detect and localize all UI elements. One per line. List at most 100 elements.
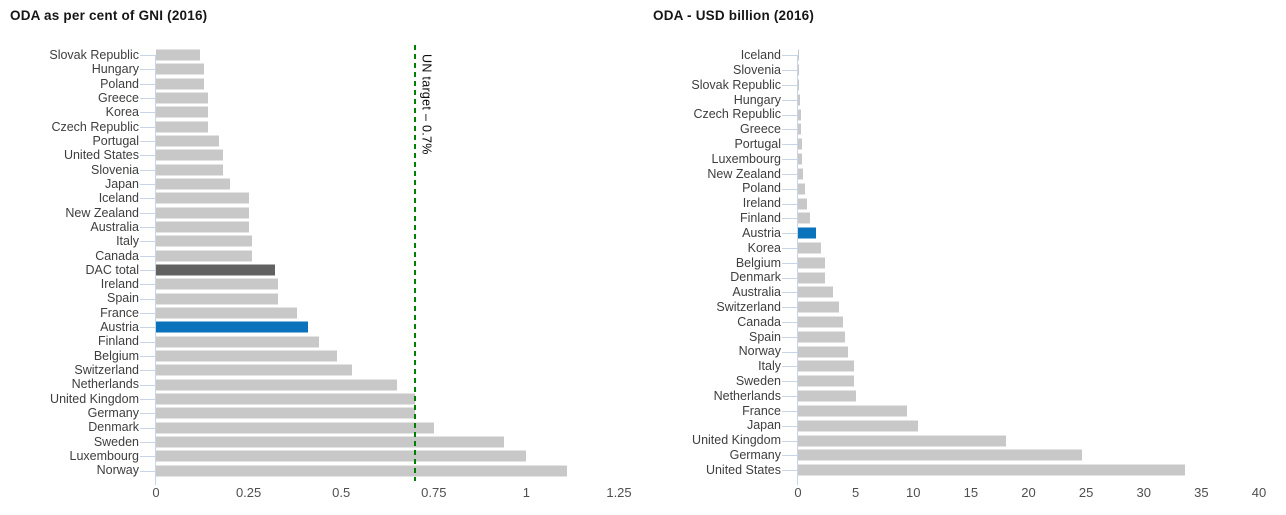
bar-denmark[interactable] <box>798 272 826 284</box>
category-tick <box>140 91 156 113</box>
bar-track <box>798 344 1259 359</box>
bar-iceland[interactable] <box>798 49 799 61</box>
chart-row: Luxembourg <box>643 152 1286 174</box>
bar-track <box>798 226 1259 241</box>
bar-denmark[interactable] <box>156 422 434 434</box>
bar-luxembourg[interactable] <box>156 450 527 462</box>
bar-finland[interactable] <box>156 336 319 348</box>
category-label: Netherlands <box>713 388 781 403</box>
bar-slovak-republic[interactable] <box>798 79 800 91</box>
bar-japan[interactable] <box>156 178 231 190</box>
bar-luxembourg[interactable] <box>798 153 803 165</box>
bar-korea[interactable] <box>798 242 821 254</box>
category-tick <box>782 463 798 485</box>
bar-italy[interactable] <box>156 235 253 247</box>
bar-slovak-republic[interactable] <box>156 49 201 61</box>
bar-canada[interactable] <box>156 250 253 262</box>
chart-row: Slovak Republic <box>0 48 643 70</box>
bar-norway[interactable] <box>798 346 849 358</box>
category-tick <box>140 464 156 486</box>
bar-ireland[interactable] <box>798 198 808 210</box>
chart-row: New Zealand <box>643 167 1286 189</box>
bar-portugal[interactable] <box>798 138 802 150</box>
bar-france[interactable] <box>798 405 908 417</box>
bar-portugal[interactable] <box>156 135 219 147</box>
bar-austria[interactable] <box>156 321 308 333</box>
bar-spain[interactable] <box>156 293 279 305</box>
category-label: United States <box>705 462 781 477</box>
bar-italy[interactable] <box>798 360 854 372</box>
bar-australia[interactable] <box>156 221 249 233</box>
bar-track <box>798 78 1259 93</box>
bar-netherlands[interactable] <box>156 379 397 391</box>
category-label: Austria <box>100 320 139 335</box>
chart-row: Czech Republic <box>0 120 643 142</box>
bar-france[interactable] <box>156 307 297 319</box>
category-label: Korea <box>105 105 139 120</box>
bar-netherlands[interactable] <box>798 390 856 402</box>
bar-slovenia[interactable] <box>156 164 223 176</box>
bar-germany[interactable] <box>798 449 1082 461</box>
category-label: Netherlands <box>71 377 139 392</box>
bar-greece[interactable] <box>156 92 208 104</box>
category-tick <box>782 137 798 159</box>
chart-row: Slovenia <box>0 163 643 185</box>
bar-czech-republic[interactable] <box>156 121 208 133</box>
bar-japan[interactable] <box>798 420 918 432</box>
bar-united-kingdom[interactable] <box>798 435 1006 447</box>
bar-track <box>156 148 619 162</box>
bar-new-zealand[interactable] <box>156 207 249 219</box>
chart-row: Czech Republic <box>643 107 1286 130</box>
bar-korea[interactable] <box>156 106 208 118</box>
chart-row: Netherlands <box>643 388 1286 411</box>
bar-canada[interactable] <box>798 316 844 328</box>
bar-track <box>156 335 619 349</box>
category-tick <box>140 234 156 257</box>
bar-sweden[interactable] <box>798 375 855 387</box>
chart-row: Belgium <box>0 349 643 371</box>
bar-track <box>798 463 1259 478</box>
bar-ireland[interactable] <box>156 278 279 290</box>
bar-poland[interactable] <box>798 183 805 195</box>
bar-hungary[interactable] <box>156 63 205 75</box>
category-label: Finland <box>98 334 139 349</box>
bar-sweden[interactable] <box>156 436 505 448</box>
bar-belgium[interactable] <box>156 350 338 362</box>
bar-new-zealand[interactable] <box>798 168 804 180</box>
bar-hungary[interactable] <box>798 94 800 106</box>
bar-slovenia[interactable] <box>798 64 799 76</box>
category-label: Switzerland <box>716 299 781 314</box>
bar-track <box>156 191 619 205</box>
bar-spain[interactable] <box>798 331 846 343</box>
bar-austria[interactable] <box>798 227 817 239</box>
bar-switzerland[interactable] <box>798 301 840 313</box>
bar-track <box>798 152 1259 167</box>
bar-track <box>156 234 619 248</box>
bar-poland[interactable] <box>156 78 205 90</box>
bar-track <box>798 359 1259 374</box>
bar-track <box>156 421 619 435</box>
bar-czech-republic[interactable] <box>798 109 801 121</box>
bar-greece[interactable] <box>798 123 801 135</box>
bar-track <box>798 211 1259 226</box>
bar-switzerland[interactable] <box>156 364 353 376</box>
bar-germany[interactable] <box>156 407 416 419</box>
bar-track <box>798 122 1259 137</box>
x-axis-tick-label: 40 <box>1251 485 1267 500</box>
category-tick <box>140 191 156 214</box>
bar-belgium[interactable] <box>798 257 825 269</box>
bar-united-kingdom[interactable] <box>156 393 416 405</box>
chart-row: Netherlands <box>0 377 643 400</box>
un-target-label: UN target – 0.7% <box>419 54 434 155</box>
bar-united-states[interactable] <box>798 464 1186 476</box>
category-label: France <box>100 305 139 320</box>
bar-australia[interactable] <box>798 286 833 298</box>
bar-norway[interactable] <box>156 465 568 477</box>
chart-row: Poland <box>0 77 643 99</box>
bar-dac-total[interactable] <box>156 264 275 276</box>
bar-iceland[interactable] <box>156 192 249 204</box>
chart-row: France <box>643 404 1286 426</box>
bar-united-states[interactable] <box>156 149 223 161</box>
chart-row: Slovenia <box>643 63 1286 85</box>
bar-finland[interactable] <box>798 212 811 224</box>
